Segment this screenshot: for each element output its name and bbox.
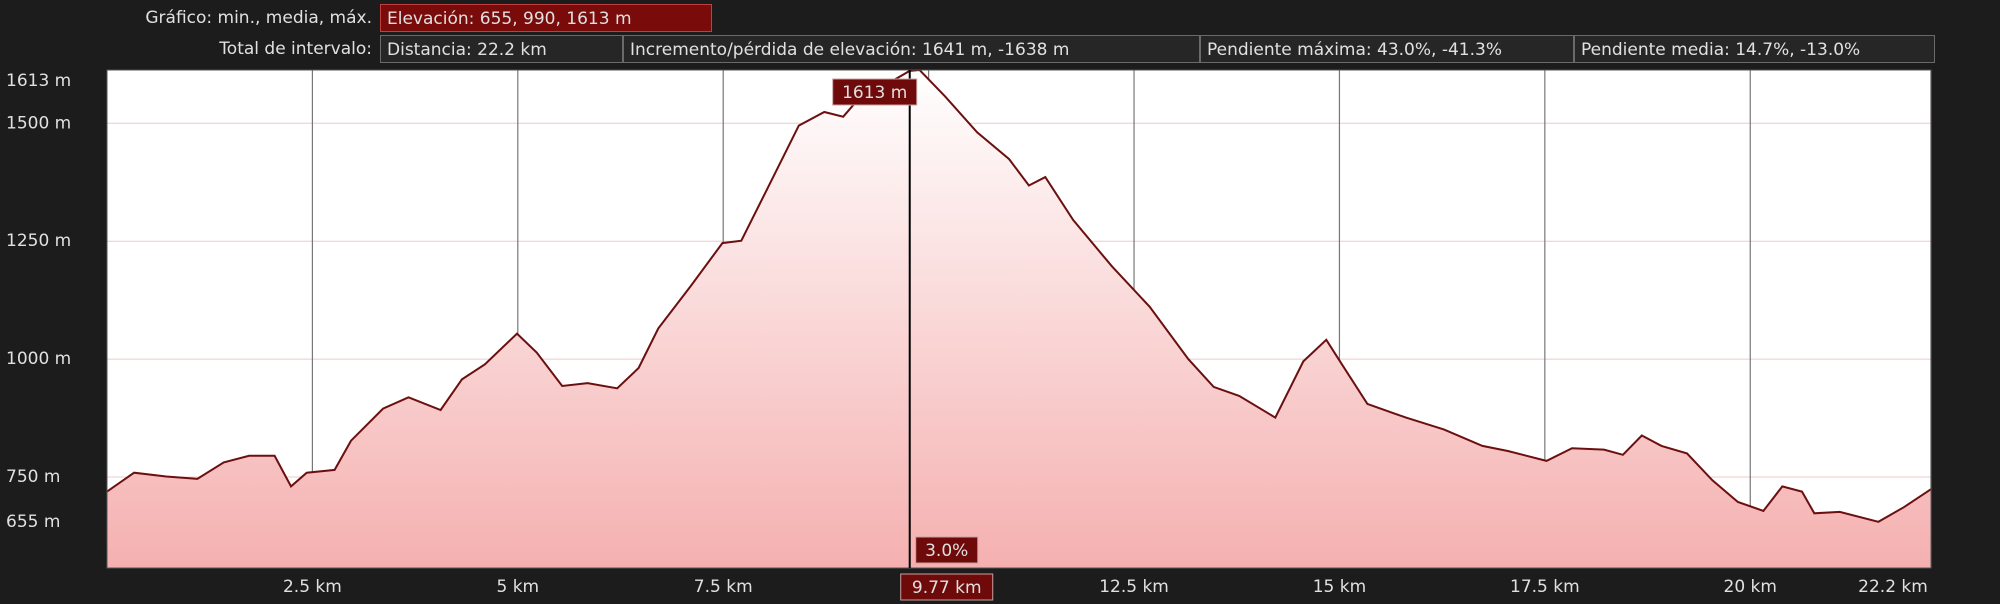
x-tick-label: 2.5 km — [283, 577, 342, 597]
cursor-distance: 9.77 km — [912, 578, 982, 598]
distance: Distancia: 22.2 km — [380, 35, 623, 63]
y-tick-label: 1000 m — [6, 349, 71, 369]
y-tick-label: 750 m — [6, 467, 60, 487]
x-tick-label: 12.5 km — [1099, 577, 1169, 597]
cursor-elevation-box — [832, 78, 918, 106]
cursor-elevation: 1613 m — [842, 83, 907, 103]
gain-loss: Incremento/pérdida de elevación: 1641 m,… — [623, 35, 1200, 63]
x-tick-label: 5 km — [496, 577, 539, 597]
y-tick-label: 655 m — [6, 512, 60, 532]
x-tick-label: 15 km — [1313, 577, 1366, 597]
x-tick-label: 22.2 km — [1858, 577, 1928, 597]
max-slope: Pendiente máxima: 43.0%, -41.3% — [1200, 35, 1574, 63]
x-tick-label: 20 km — [1724, 577, 1777, 597]
y-tick-label: 1613 m — [6, 71, 71, 91]
plot-border — [106, 69, 1932, 569]
x-tick-label: 7.5 km — [694, 577, 753, 597]
y-tick-label: 1500 m — [6, 113, 71, 133]
interval-label: Total de intervalo: — [219, 39, 372, 59]
elevation-line — [106, 68, 1932, 523]
cursor-distance-box — [900, 573, 994, 601]
graph-label: Gráfico: min., media, máx. — [145, 8, 372, 28]
cursor-slope: 3.0% — [925, 541, 968, 561]
elevation-summary: Elevación: 655, 990, 1613 m — [380, 4, 712, 32]
mean-slope: Pendiente media: 14.7%, -13.0% — [1574, 35, 1935, 63]
cursor-slope-box — [915, 536, 979, 564]
y-tick-label: 1250 m — [6, 231, 71, 251]
x-tick-label: 17.5 km — [1510, 577, 1580, 597]
